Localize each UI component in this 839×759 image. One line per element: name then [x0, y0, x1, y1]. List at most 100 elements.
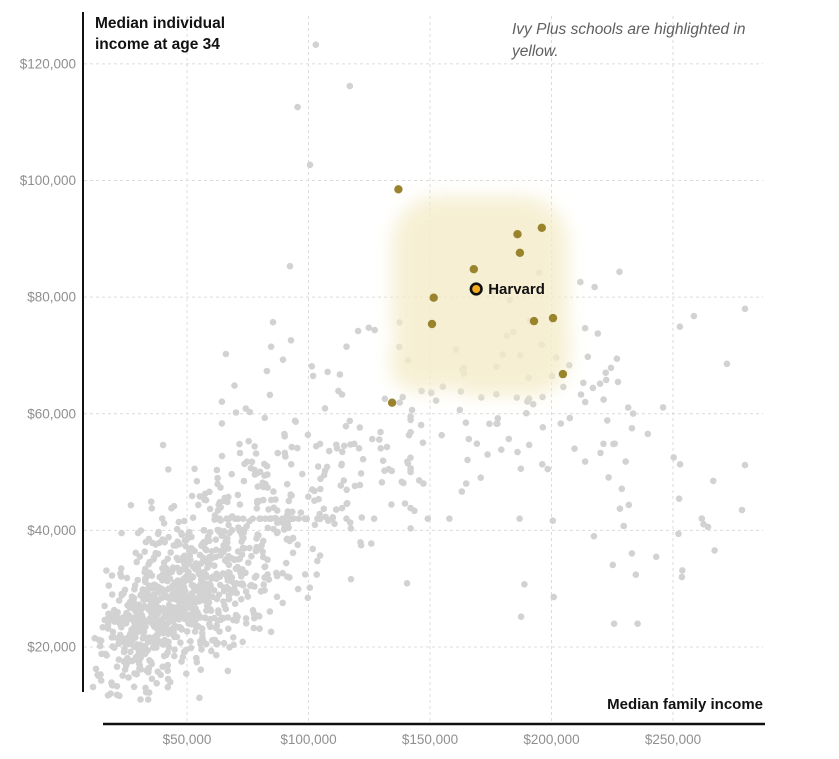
data-point	[256, 625, 263, 632]
data-point	[168, 567, 176, 575]
data-point	[132, 607, 139, 615]
data-point	[314, 557, 321, 565]
data-point	[222, 350, 230, 358]
data-point	[376, 436, 383, 443]
data-point	[126, 598, 134, 606]
data-point	[136, 553, 144, 560]
data-point	[301, 515, 309, 522]
data-point	[226, 529, 234, 536]
data-point	[145, 571, 152, 579]
data-point	[285, 509, 292, 517]
data-point	[339, 448, 346, 456]
data-point	[294, 585, 302, 593]
data-point	[308, 363, 316, 370]
background-dots	[89, 41, 749, 703]
data-point	[171, 646, 178, 653]
data-point	[560, 383, 567, 391]
data-point	[377, 445, 385, 452]
data-point	[234, 491, 242, 499]
data-point	[115, 640, 122, 647]
ivy-dot	[537, 223, 546, 232]
data-point	[381, 467, 388, 475]
data-point	[158, 585, 166, 593]
data-point	[264, 556, 271, 563]
data-point	[198, 581, 205, 588]
data-point	[167, 603, 174, 610]
data-point	[240, 477, 248, 485]
data-point	[189, 514, 197, 521]
data-point	[577, 278, 584, 286]
data-point	[110, 606, 118, 614]
data-point	[324, 368, 331, 376]
data-point	[109, 643, 116, 650]
data-point	[396, 399, 404, 406]
data-point	[287, 461, 295, 468]
data-point	[652, 553, 660, 561]
data-point	[207, 554, 214, 561]
data-point	[338, 391, 346, 398]
ivy-dot	[394, 185, 403, 194]
data-point	[140, 632, 148, 640]
data-point	[223, 555, 230, 563]
data-point	[113, 663, 121, 670]
data-point	[103, 567, 110, 574]
data-point	[294, 103, 301, 111]
data-point	[242, 615, 250, 622]
data-point	[127, 648, 134, 656]
data-point	[261, 460, 268, 468]
data-point	[222, 538, 229, 545]
data-point	[228, 470, 235, 478]
x-axis-label: Median family income	[607, 696, 763, 713]
data-point	[265, 506, 272, 513]
data-point	[199, 554, 207, 561]
data-point	[267, 343, 275, 351]
data-point	[194, 623, 202, 630]
data-point	[241, 545, 248, 552]
data-point	[309, 545, 317, 553]
data-point	[149, 539, 156, 547]
data-point	[155, 528, 162, 536]
data-point	[288, 443, 296, 451]
data-point	[351, 440, 358, 448]
data-point	[590, 532, 598, 540]
ivy-dot	[427, 319, 437, 329]
data-point	[273, 593, 281, 601]
data-point	[320, 505, 328, 513]
data-point	[159, 565, 166, 572]
data-point	[187, 620, 195, 628]
data-point	[338, 504, 346, 512]
ivy-dot	[387, 398, 397, 407]
data-point	[294, 444, 301, 452]
data-point	[338, 460, 346, 468]
data-point	[134, 576, 141, 584]
data-point	[263, 367, 271, 375]
data-point	[204, 564, 211, 571]
data-point	[304, 431, 312, 439]
data-point	[282, 559, 290, 567]
data-point	[89, 683, 97, 691]
data-point	[165, 630, 172, 638]
data-point	[618, 485, 626, 493]
data-point	[351, 482, 359, 490]
data-point	[96, 642, 104, 650]
ivy-dot	[529, 316, 539, 326]
data-point	[187, 644, 195, 652]
data-point	[678, 573, 686, 581]
y-tick-label: $100,000	[20, 173, 76, 188]
data-point	[197, 560, 205, 567]
data-point	[462, 419, 470, 427]
data-point	[679, 567, 686, 574]
data-point	[216, 527, 223, 534]
data-point	[199, 637, 207, 645]
data-point	[108, 591, 116, 598]
data-point	[580, 379, 587, 387]
data-point	[225, 625, 232, 633]
data-point	[267, 628, 275, 636]
data-point	[198, 646, 205, 653]
data-point	[602, 376, 610, 384]
x-tick-label: $150,000	[402, 732, 458, 747]
data-point	[711, 547, 718, 554]
data-point	[291, 417, 299, 425]
data-point	[222, 605, 230, 613]
